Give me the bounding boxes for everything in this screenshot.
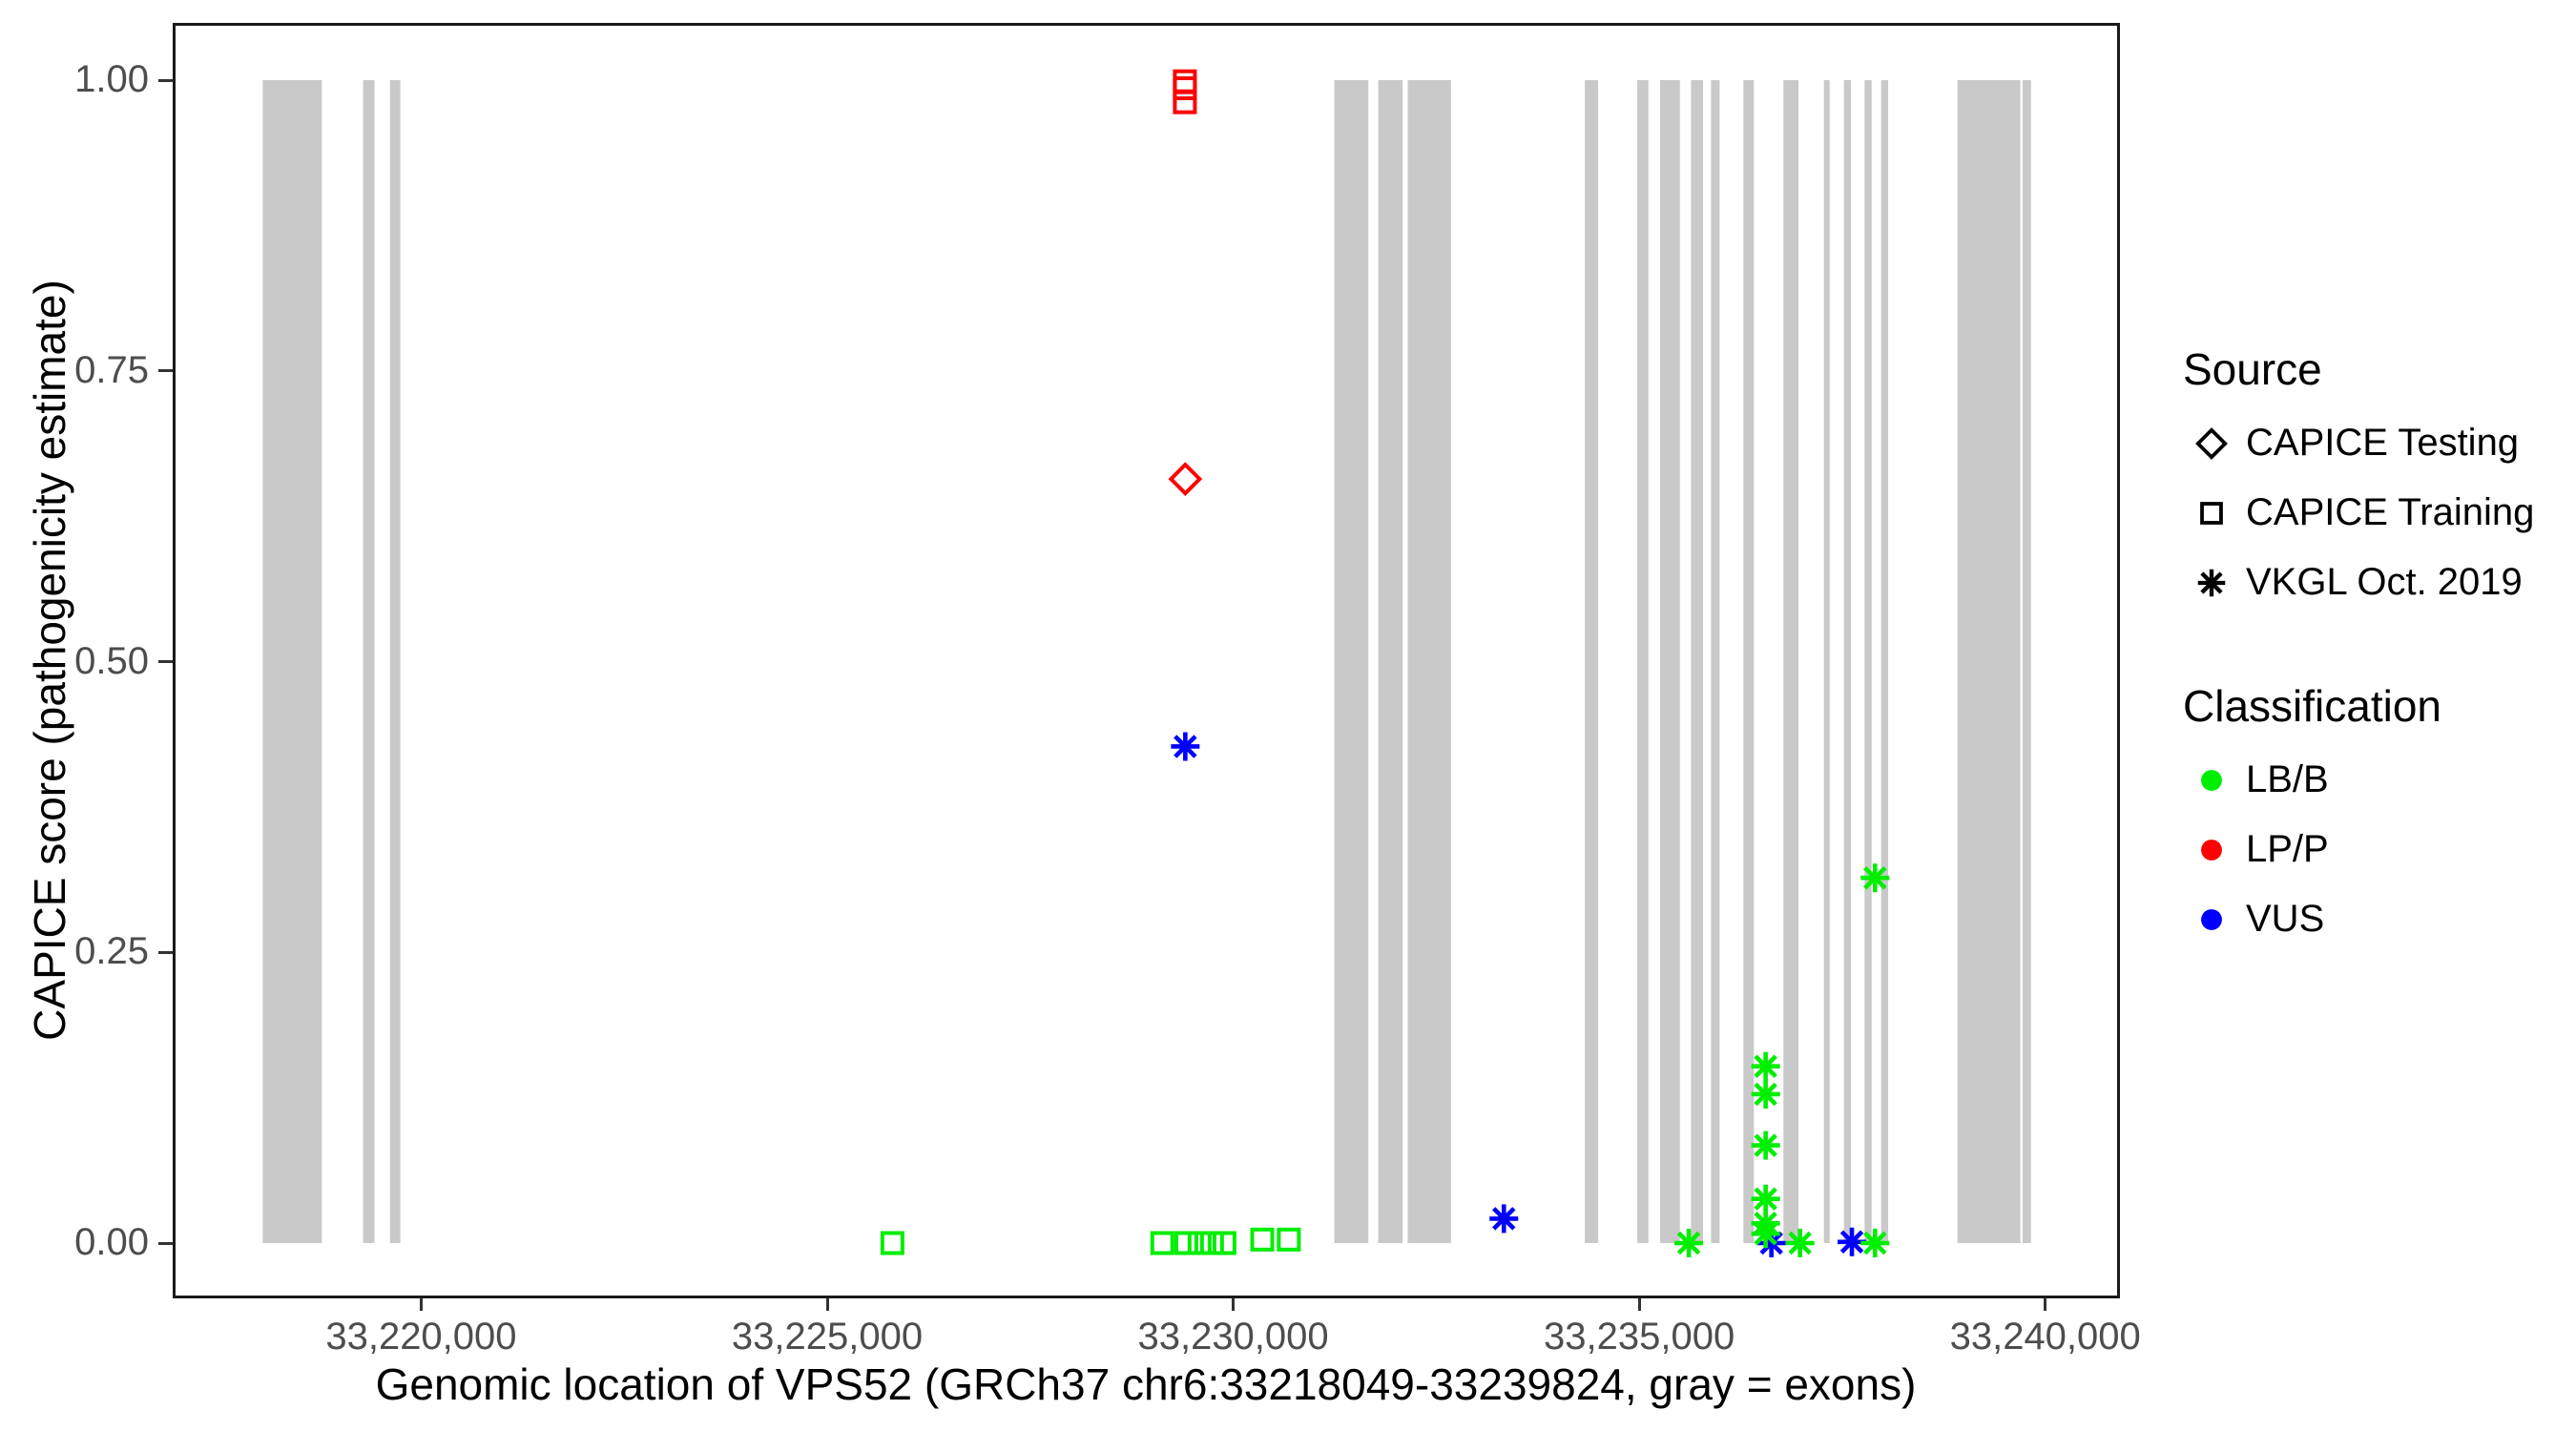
exon-bar [262,80,322,1243]
legend-classification-title: Classification [2183,681,2441,731]
x-tick-label: 33,230,000 [1137,1316,1329,1358]
point-square-lbb [1199,1231,1224,1255]
exon-bar [1660,80,1680,1243]
exon-bar [1334,80,1369,1243]
exon-bar [1823,80,1830,1243]
diamond-icon [2183,415,2246,472]
legend-item-capice-testing-label: CAPICE Testing [2246,422,2520,464]
legend-item-capice-training-label: CAPICE Training [2246,491,2535,533]
x-tick-label: 33,220,000 [325,1316,517,1358]
exon-bar [1743,80,1755,1243]
exon-bar [1880,80,1889,1243]
legend-item-lb-b-label: LB/B [2246,758,2329,800]
point-asterisk-vus [1489,1204,1519,1234]
legend-item-vkgl-oct-2019: VKGL Oct. 2019 [2183,548,2565,617]
point-asterisk-lbb [1751,1051,1780,1081]
x-tick-mark [419,1298,423,1311]
point-square-lbb [1150,1231,1174,1255]
point-asterisk-lbb [1860,863,1890,893]
point-asterisk-vus [1171,732,1200,761]
exon-bar [1585,80,1599,1243]
point-asterisk-lbb [1860,1229,1890,1257]
point-diamond-lpp [1168,462,1203,496]
legend-item-lp-p-label: LP/P [2246,828,2329,870]
point-square-lbb [1277,1227,1301,1252]
y-tick-mark [158,660,173,663]
point-square-lpp [1173,69,1197,93]
x-tick-mark [1232,1298,1236,1311]
point-asterisk-lbb [1751,1219,1780,1249]
square-icon [2183,485,2246,542]
panel-border [173,23,2120,1298]
x-tick-mark [1637,1298,1641,1311]
y-tick-label: 1.00 [74,58,149,100]
data-points-layer [880,69,1890,1257]
point-asterisk-lbb [1751,1130,1780,1160]
y-tick-label: 0.75 [74,348,149,391]
exon-bar [1407,80,1451,1243]
point-square-lbb [1187,1231,1212,1255]
dot-icon [2183,752,2246,809]
point-asterisk-lbb [1751,1079,1780,1109]
point-asterisk-lbb [1785,1229,1815,1257]
legend: Source CAPICE Testing CAPICE Training VKGL… [2183,343,2565,954]
x-axis-title: Genomic location of VPS52 (GRCh37 chr6:3… [375,1359,1917,1409]
exon-bar [1711,80,1720,1243]
legend-item-lb-b: LB/B [2183,745,2565,815]
legend-item-vus: VUS [2183,884,2565,954]
legend-classification-items: LB/B LP/P VUS [2183,745,2565,954]
y-tick-label: 0.25 [74,930,149,973]
exon-bar [1637,80,1649,1243]
exon-bar [1843,80,1852,1243]
x-tick-mark [2044,1298,2047,1311]
exon-bars-layer [262,80,2031,1243]
legend-source-items: CAPICE Testing CAPICE Training VKGL Oct. 2… [2183,408,2565,617]
exon-bar [389,80,401,1243]
legend-item-capice-training: CAPICE Training [2183,478,2565,548]
point-square-lbb [1250,1227,1275,1252]
exon-bar [1691,80,1704,1243]
point-asterisk-lbb [1751,1184,1780,1213]
plot-panel [173,23,2120,1298]
legend-item-lp-p: LP/P [2183,815,2565,884]
y-tick-label: 0.00 [74,1221,149,1263]
point-square-lbb [1174,1231,1198,1255]
point-square-lpp [1173,90,1197,114]
legend-item-vkgl-oct-2019-label: VKGL Oct. 2019 [2246,561,2523,603]
exon-bar [1783,80,1799,1243]
exon-bar [2022,80,2031,1243]
y-tick-mark [158,1241,173,1245]
legend-item-capice-testing: CAPICE Testing [2183,408,2565,478]
x-tick-label: 33,225,000 [731,1316,924,1358]
y-tick-mark [158,950,173,954]
x-tick-label: 33,235,000 [1544,1316,1735,1358]
x-tick-label: 33,240,000 [1949,1316,2141,1358]
exon-bar [1957,80,2021,1243]
exon-bar [363,80,375,1243]
dot-icon [2183,821,2246,879]
x-tick-mark [825,1298,829,1311]
point-asterisk-lbb [1674,1229,1704,1257]
legend-source-title: Source [2183,344,2322,394]
exon-bar [1864,80,1872,1243]
y-tick-mark [158,369,173,373]
y-tick-label: 0.50 [74,639,149,682]
exon-bar [1378,80,1403,1243]
point-square-lbb [880,1231,904,1255]
legend-item-vus-label: VUS [2246,898,2325,940]
y-tick-mark [158,78,173,82]
legend-section-gap [2183,617,2565,680]
dot-icon [2183,891,2246,948]
point-square-lpp [1173,76,1197,101]
asterisk-icon [2183,554,2246,612]
point-square-lbb [1212,1231,1236,1255]
